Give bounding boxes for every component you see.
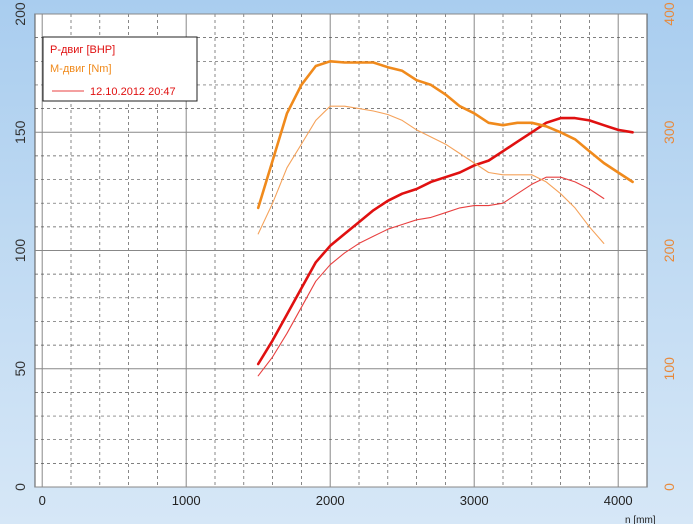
x-tick-label: 0 <box>39 493 46 508</box>
left-tick-label: 200 <box>12 2 28 26</box>
legend-box <box>42 36 198 102</box>
x-axis-label: n [mm] <box>625 515 656 524</box>
left-tick-label: 50 <box>12 361 28 377</box>
right-tick-label: 0 <box>661 483 677 491</box>
legend: P-двиг [BHP] M-двиг [Nm] 12.10.2012 20:4… <box>42 36 198 102</box>
x-tick-label: 2000 <box>316 493 345 508</box>
legend-label-power: P-двиг [BHP] <box>50 44 115 56</box>
series-lines <box>256 59 634 377</box>
right-tick-label: 100 <box>661 357 677 381</box>
left-tick-label: 100 <box>12 239 28 263</box>
legend-label-torque: M-двиг [Nm] <box>50 63 112 75</box>
right-tick-label: 200 <box>661 239 677 263</box>
legend-label-run: 12.10.2012 20:47 <box>90 86 176 98</box>
series-line-torque <box>256 59 634 210</box>
x-tick-label: 4000 <box>604 493 633 508</box>
left-tick-label: 150 <box>12 120 28 144</box>
left-tick-label: 0 <box>12 483 28 491</box>
series-line-power-run <box>257 176 605 377</box>
series-line-torque-run <box>257 105 605 244</box>
x-tick-label: 1000 <box>172 493 201 508</box>
x-tick-label: 3000 <box>460 493 489 508</box>
series-line-power <box>256 116 634 366</box>
tick-labels: 0 1000 2000 3000 400005010015020001002003004… <box>12 2 677 508</box>
right-tick-label: 400 <box>661 2 677 26</box>
right-tick-label: 300 <box>661 120 677 144</box>
